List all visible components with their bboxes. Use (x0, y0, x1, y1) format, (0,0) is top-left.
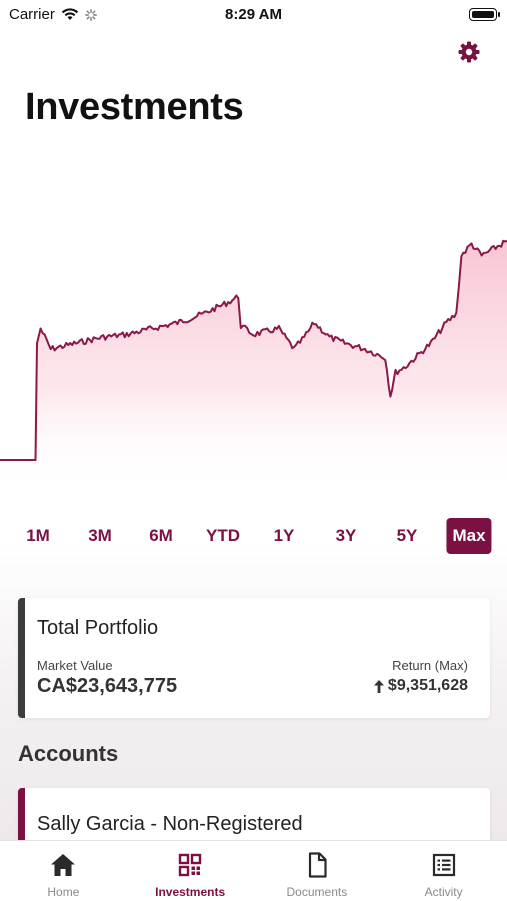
carrier-label: Carrier (9, 6, 55, 23)
tab-label-investments: Investments (155, 885, 226, 899)
chart-area (0, 240, 507, 490)
carrier: Carrier (9, 6, 97, 23)
chart-line (0, 239, 507, 461)
tab-bar: Home Investments Documents (0, 840, 507, 901)
tab-home[interactable]: Home (0, 841, 127, 901)
home-icon (51, 854, 76, 876)
activity-spinner-icon (84, 8, 97, 21)
market-value: CA$23,643,775 (37, 675, 178, 697)
total-portfolio-card[interactable]: Total Portfolio Market Value CA$23,643,7… (18, 598, 490, 718)
range-3m[interactable]: 3M (82, 518, 118, 554)
page-title: Investments (25, 86, 244, 128)
tab-documents[interactable]: Documents (254, 841, 381, 901)
range-ytd[interactable]: YTD (202, 518, 244, 554)
tab-label-documents: Documents (286, 885, 348, 899)
range-1m[interactable]: 1M (20, 518, 56, 554)
status-bar: Carrier 8:29 AM (0, 0, 507, 30)
battery-icon (469, 8, 500, 21)
portfolio-title: Total Portfolio (37, 617, 159, 639)
gear-icon[interactable] (457, 40, 481, 64)
accounts-section-title: Accounts (18, 741, 119, 766)
list-icon (432, 853, 455, 877)
tab-label-activity: Activity (424, 885, 463, 899)
tab-activity[interactable]: Activity (380, 841, 507, 901)
range-6m[interactable]: 6M (143, 518, 179, 554)
market-value-label: Market Value (37, 658, 113, 673)
tab-label-home: Home (47, 885, 80, 899)
clock: 8:29 AM (225, 6, 282, 23)
document-icon (308, 852, 327, 878)
arrow-up-icon (373, 679, 384, 693)
grid-icon (178, 853, 202, 877)
portfolio-chart[interactable] (0, 150, 507, 490)
return-label: Return (Max) (392, 658, 468, 673)
return-value-container: $9,351,628 (373, 677, 468, 695)
range-3y[interactable]: 3Y (328, 518, 364, 554)
range-max[interactable]: Max (446, 518, 492, 554)
range-selector: 1M 3M 6M YTD 1Y 3Y 5Y Max (0, 514, 507, 558)
range-1y[interactable]: 1Y (266, 518, 302, 554)
range-5y[interactable]: 5Y (389, 518, 425, 554)
account-name: Sally Garcia - Non-Registered (37, 813, 303, 835)
tab-investments[interactable]: Investments (127, 841, 254, 901)
wifi-icon (61, 8, 79, 20)
return-value: $9,351,628 (387, 677, 468, 694)
